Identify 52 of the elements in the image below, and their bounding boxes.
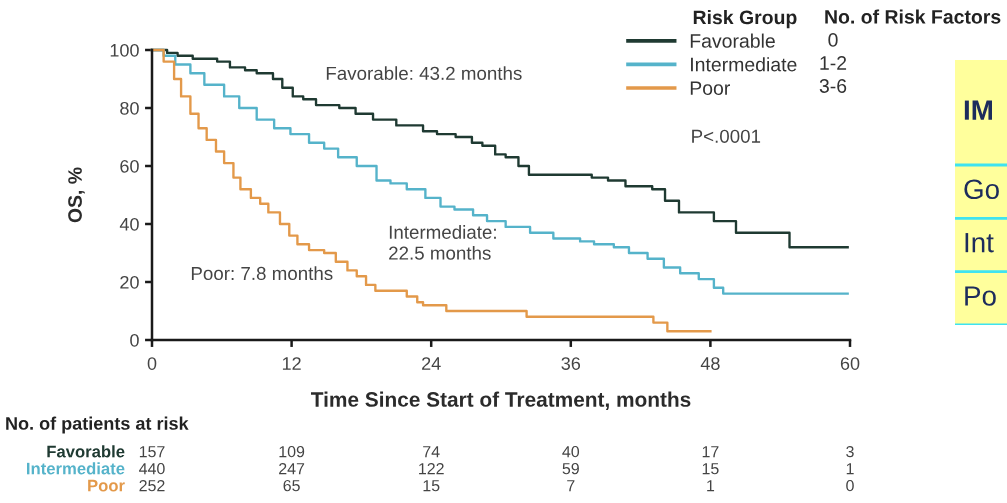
- x-tick-label: 24: [422, 357, 441, 370]
- text: 7: [567, 480, 575, 492]
- y-axis-title: OS, %: [68, 167, 85, 223]
- annotation: 3-6: [819, 79, 847, 93]
- x-axis-title: Time Since Start of Treatment, months: [311, 391, 691, 410]
- text: 15: [702, 463, 719, 475]
- text: Intermediate: [27, 462, 125, 475]
- x-tick-label: 0: [147, 357, 157, 370]
- x-tick-label: 36: [561, 357, 581, 370]
- text: 252: [139, 479, 165, 492]
- text: 17: [702, 446, 719, 458]
- x-tick-label: 60: [840, 357, 860, 370]
- y-tick-label: 40: [119, 217, 139, 231]
- legend-label: Poor: [690, 81, 730, 95]
- x-tick-label: 48: [700, 357, 720, 370]
- legend-label: Favorable: [690, 33, 775, 48]
- y-tick-label: 0: [130, 333, 139, 347]
- annotation: 1-2: [820, 56, 847, 70]
- y-tick-label: 20: [120, 275, 139, 289]
- text: 109: [279, 445, 305, 458]
- text: 157: [139, 446, 165, 458]
- y-tick-label: 80: [120, 101, 139, 115]
- y-tick-label: 60: [120, 159, 139, 173]
- text: 1: [846, 463, 854, 475]
- text: 59: [562, 462, 579, 475]
- text: 0: [828, 33, 838, 47]
- text: Po: [965, 286, 996, 306]
- annotation: P<.0001: [692, 129, 761, 143]
- text: 65: [283, 479, 300, 492]
- text: 74: [423, 446, 440, 458]
- text: 3: [846, 445, 854, 458]
- text: 1: [707, 480, 715, 492]
- annotation: Poor: 7.8 months: [191, 266, 333, 281]
- annotation: Favorable: 43.2 months: [326, 66, 522, 80]
- text: No. of Risk Factors: [825, 9, 1001, 24]
- text: Go: [964, 179, 999, 200]
- legend-label: Intermediate: [691, 57, 797, 72]
- text: Int: [965, 233, 994, 253]
- legend-title: Risk Group: [693, 10, 797, 29]
- text: No. of patients at risk: [6, 416, 189, 434]
- text: 247: [279, 462, 305, 475]
- text: 0: [846, 479, 854, 492]
- text: 122: [419, 462, 444, 475]
- text: Poor: [88, 479, 125, 492]
- text: 40: [562, 445, 580, 458]
- text: Favorable: [47, 445, 125, 458]
- text: IM: [964, 100, 992, 120]
- y-tick-label: 100: [110, 43, 139, 57]
- annotation: Intermediate: 22.5 months: [389, 225, 496, 260]
- text: 440: [139, 462, 165, 475]
- x-tick-label: 12: [282, 357, 301, 370]
- text: 15: [423, 480, 440, 492]
